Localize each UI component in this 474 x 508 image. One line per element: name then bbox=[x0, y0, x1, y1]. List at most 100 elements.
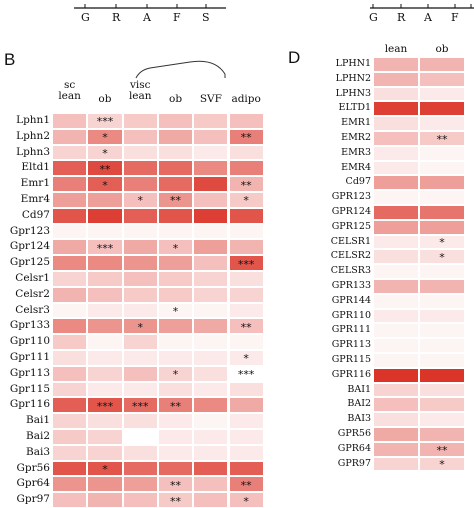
panel-b-column-header: adipo bbox=[231, 93, 261, 105]
panel-d-cell bbox=[419, 382, 465, 398]
panel-b-cell bbox=[52, 302, 88, 319]
panel-d-cell bbox=[373, 397, 419, 413]
panel-d-cell: ** bbox=[419, 131, 465, 146]
panel-b-cell bbox=[228, 286, 264, 303]
panel-b-cell bbox=[52, 286, 88, 303]
panel-b-cell bbox=[157, 160, 194, 177]
panel-b-cell: * bbox=[122, 318, 158, 335]
panel-b-cell bbox=[52, 460, 88, 477]
panel-b-cell: ** bbox=[228, 128, 264, 145]
panel-d-cell bbox=[373, 145, 419, 161]
panel-d-row-label: BAI3 bbox=[347, 413, 371, 425]
panel-b-cell bbox=[228, 334, 264, 350]
panel-d-cell bbox=[373, 367, 419, 383]
panel-d-cell bbox=[419, 279, 465, 294]
panel-b-cell: *** bbox=[87, 239, 123, 256]
panel-b-significance: * bbox=[102, 462, 108, 476]
panel-b-cell: * bbox=[157, 302, 194, 319]
right-tick-label: R bbox=[397, 11, 406, 24]
panel-b-cell bbox=[87, 207, 123, 224]
panel-b-cell: ** bbox=[157, 492, 194, 508]
panel-d-row-label: CELSR2 bbox=[330, 250, 371, 262]
panel-b-cell bbox=[87, 271, 123, 287]
panel-b-cell bbox=[228, 460, 264, 477]
panel-b-cell bbox=[122, 271, 158, 287]
panel-d-cell bbox=[419, 412, 465, 427]
panel-d-row-label: GPR133 bbox=[331, 280, 371, 291]
panel-d-cell bbox=[419, 323, 465, 339]
panel-d-cell bbox=[373, 441, 419, 457]
panel-b-cell bbox=[122, 413, 158, 429]
panel-b-row-label: Celsr3 bbox=[15, 303, 50, 316]
panel-b-cell: *** bbox=[87, 397, 123, 414]
panel-b-cell bbox=[193, 318, 229, 335]
panel-b-cell bbox=[228, 429, 264, 445]
panel-b-significance: * bbox=[102, 178, 108, 192]
panel-b-cell: *** bbox=[122, 397, 158, 414]
panel-b-significance: *** bbox=[96, 115, 114, 129]
panel-b-cell: *** bbox=[87, 113, 123, 129]
panel-b-significance: ** bbox=[240, 320, 252, 334]
panel-b-cell bbox=[193, 286, 229, 303]
panel-b-cell bbox=[122, 286, 158, 303]
panel-d-cell bbox=[373, 338, 419, 353]
visc-bracket bbox=[135, 60, 226, 79]
panel-d-row-label: GPR115 bbox=[331, 354, 371, 365]
panel-d-row-label: GPR110 bbox=[331, 309, 371, 321]
panel-b-cell bbox=[193, 381, 229, 398]
panel-b-cell bbox=[193, 476, 229, 493]
panel-b-cell bbox=[122, 460, 158, 477]
panel-d-significance: ** bbox=[436, 443, 448, 457]
panel-b-cell bbox=[193, 334, 229, 350]
panel-d-row-label: EMR2 bbox=[341, 132, 371, 143]
panel-d-cell bbox=[419, 205, 465, 220]
panel-b-cell bbox=[52, 365, 88, 382]
panel-b-cell bbox=[228, 223, 264, 240]
panel-b-cell bbox=[122, 302, 158, 319]
panel-d-cell bbox=[373, 86, 419, 102]
panel-b-significance: ** bbox=[170, 494, 182, 508]
panel-b-cell bbox=[228, 239, 264, 256]
panel-b-cell bbox=[157, 113, 194, 129]
panel-b-significance: * bbox=[172, 304, 179, 318]
panel-b-cell bbox=[193, 302, 229, 319]
panel-b-row-label: Eltd1 bbox=[21, 161, 50, 174]
panel-b-significance: ** bbox=[240, 178, 252, 192]
panel-b-significance: *** bbox=[96, 399, 114, 413]
panel-d-significance: * bbox=[439, 236, 445, 250]
panel-b-cell bbox=[157, 460, 194, 477]
panel-b-cell bbox=[87, 381, 123, 398]
panel-b-significance: * bbox=[102, 146, 108, 160]
panel-b-row-label: Gpr125 bbox=[9, 256, 50, 269]
panel-b-significance: * bbox=[137, 320, 143, 334]
panel-b-cell bbox=[52, 334, 88, 350]
panel-b-cell: *** bbox=[228, 365, 264, 382]
axis-lines bbox=[74, 4, 474, 79]
panel-b-column-header: sc lean bbox=[58, 79, 81, 102]
panel-b-significance: ** bbox=[170, 399, 182, 413]
panel-b-cell bbox=[52, 397, 88, 414]
panel-b-cell bbox=[228, 144, 264, 161]
panel-b-cell bbox=[228, 444, 264, 461]
panel-b-cell: * bbox=[87, 128, 123, 145]
panel-b-cell: * bbox=[122, 192, 158, 208]
panel-d-cell bbox=[373, 308, 419, 324]
panel-d-row-label: GPR97 bbox=[337, 457, 371, 469]
panel-b-cell: ** bbox=[157, 192, 194, 208]
panel-b-cell: * bbox=[87, 144, 123, 161]
panel-b-column-header: ob bbox=[169, 93, 183, 105]
panel-d-cell bbox=[419, 190, 465, 205]
panel-b-cell bbox=[157, 413, 194, 429]
panel-b-cell bbox=[228, 271, 264, 287]
panel-b-cell bbox=[122, 492, 158, 508]
panel-d-row-label: GPR144 bbox=[331, 294, 371, 306]
panel-d-cell bbox=[373, 219, 419, 235]
panel-d-cell bbox=[373, 456, 419, 472]
panel-d-cell bbox=[373, 71, 419, 87]
panel-b-significance: ** bbox=[99, 162, 111, 176]
panel-d-cell bbox=[373, 131, 419, 146]
panel-b-row-label: Celsr1 bbox=[15, 272, 50, 284]
panel-b-cell bbox=[193, 192, 229, 208]
panel-b-cell bbox=[52, 113, 88, 129]
panel-d-cell bbox=[419, 116, 465, 131]
